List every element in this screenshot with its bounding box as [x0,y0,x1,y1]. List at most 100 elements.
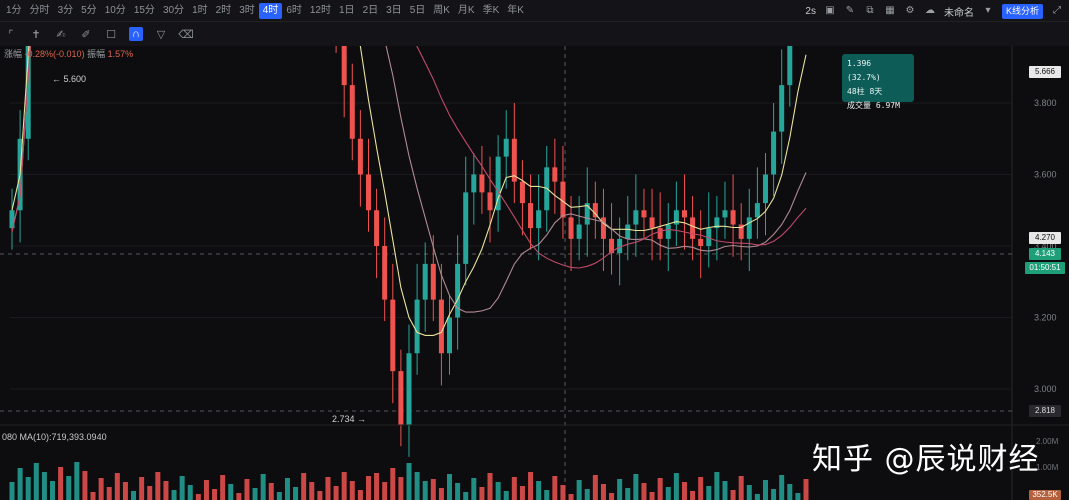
candle-body [390,299,396,372]
volume-bar [212,489,218,500]
high-value: 5.600 [63,74,87,84]
volume-bar [447,474,453,500]
interval-tab[interactable]: 3分 [57,4,74,16]
volume-bar [220,475,226,500]
volume-bar [706,486,712,500]
interval-tab[interactable]: 3时 [239,4,255,16]
volume-bar [382,482,388,500]
volume-bar [163,481,169,500]
magnet-icon[interactable]: ∩ [129,27,143,41]
interval-tab[interactable]: 3日 [386,4,402,16]
volume-bar [114,473,120,500]
interval-tab[interactable]: 季K [482,4,500,16]
volume-bar [552,476,558,500]
volume-bar [495,482,501,500]
volume-bar [787,484,793,500]
volume-bar [779,475,785,500]
candle-body [398,371,404,425]
interval-tab[interactable]: 30分 [162,4,185,16]
interval-tab[interactable]: 15分 [133,4,155,16]
interval-tab[interactable]: 5日 [409,4,426,16]
filter-icon[interactable]: ▽ [156,28,166,41]
candle-body [779,85,785,132]
kline-analysis-button[interactable]: K线分析 [1001,3,1043,19]
price-chart[interactable]: 5.8005.6005.4005.2005.0004.8004.6004.400… [0,46,1069,500]
grid-icon[interactable]: ▦ [885,5,895,16]
interval-tab[interactable]: 2时 [215,4,232,16]
interval-tab[interactable]: 10分 [104,4,126,16]
volume-bar [738,476,744,500]
volume-bar [260,474,266,500]
interval-tab[interactable]: 12时 [309,4,331,16]
volume-bar [17,468,23,500]
candle-body [771,131,777,175]
copy-icon[interactable]: ⧉ [866,5,874,16]
volume-bar [722,481,728,500]
candle-body [511,138,517,182]
volume-bar [171,490,177,500]
camera-icon[interactable]: ▣ [825,5,835,16]
interval-tab[interactable]: 分时 [29,4,50,16]
interval-tab[interactable]: 1日 [339,4,355,16]
cloud-icon[interactable]: ☁ [924,5,935,16]
interval-tab[interactable]: 6时 [286,4,302,16]
volume-bar [390,468,396,500]
volume-bar [665,487,671,500]
volume-bar [657,478,663,500]
volume-bar [268,483,274,500]
candle-body [438,299,444,354]
pencil-icon[interactable]: ✎ [845,5,855,16]
volume-bar [284,478,290,500]
countdown-tag: 01:50:51 [1025,262,1065,274]
candle-body [665,224,671,239]
volume-bar [98,478,104,500]
interval-tab[interactable]: 年K [507,4,524,16]
volume-bar [803,479,809,500]
chevron-down-icon[interactable]: ▾ [985,5,991,16]
volume-bar [244,479,250,500]
interval-tab[interactable]: 4时 [258,2,283,19]
shape-icon[interactable]: ☐ [106,28,116,41]
settings-icon[interactable]: ⚙ [905,5,915,16]
change-label: 涨幅 [4,49,23,59]
candle-body [754,203,760,218]
volume-bar [276,492,282,500]
volume-bar [236,493,242,500]
volume-bar [544,490,550,500]
candle-body [552,167,558,182]
layout-name[interactable]: 未命名 [943,7,974,19]
candle-body [600,217,606,239]
interval-tab[interactable]: 2日 [362,4,379,16]
volume-bar [430,479,436,500]
volume-bar [374,473,380,500]
volume-bar [560,485,566,500]
volume-bar [673,473,679,500]
low-price-tag: 2.818 [1029,405,1061,417]
candle-body [341,46,347,86]
refresh-rate[interactable]: 2s [805,5,816,17]
volume-bar [155,472,161,500]
interval-tab[interactable]: 月K [457,4,475,16]
crop-icon[interactable]: ⌜ [8,28,14,41]
candle-body [430,263,436,300]
interval-tab[interactable]: 1时 [192,4,208,16]
cursor-icon[interactable]: ✝ [31,28,41,41]
volume-bar [203,480,209,500]
drawing-toolbar: ⌜ ✝ ✍ ✐ ☐ ∩ ▽ ⌫ [0,22,1069,46]
interval-tab[interactable]: 1分 [6,4,22,16]
interval-tab[interactable]: 5分 [81,4,97,16]
expand-icon[interactable]: ⤢ [1053,5,1061,16]
trash-icon[interactable]: ⌫ [178,28,194,41]
candle-body [673,210,679,225]
pen-icon[interactable]: ✍ [56,28,66,41]
interval-tab[interactable]: 周K [433,4,450,16]
brush-icon[interactable]: ✐ [81,28,91,41]
candle-body [422,263,428,300]
candle-body [9,210,15,229]
volume-bar [641,483,647,500]
volume-bar [25,477,31,500]
volume-bar [600,484,606,500]
low-label: 2.734 → [332,414,367,424]
candle-body [617,238,623,254]
volume-bar [333,486,339,500]
